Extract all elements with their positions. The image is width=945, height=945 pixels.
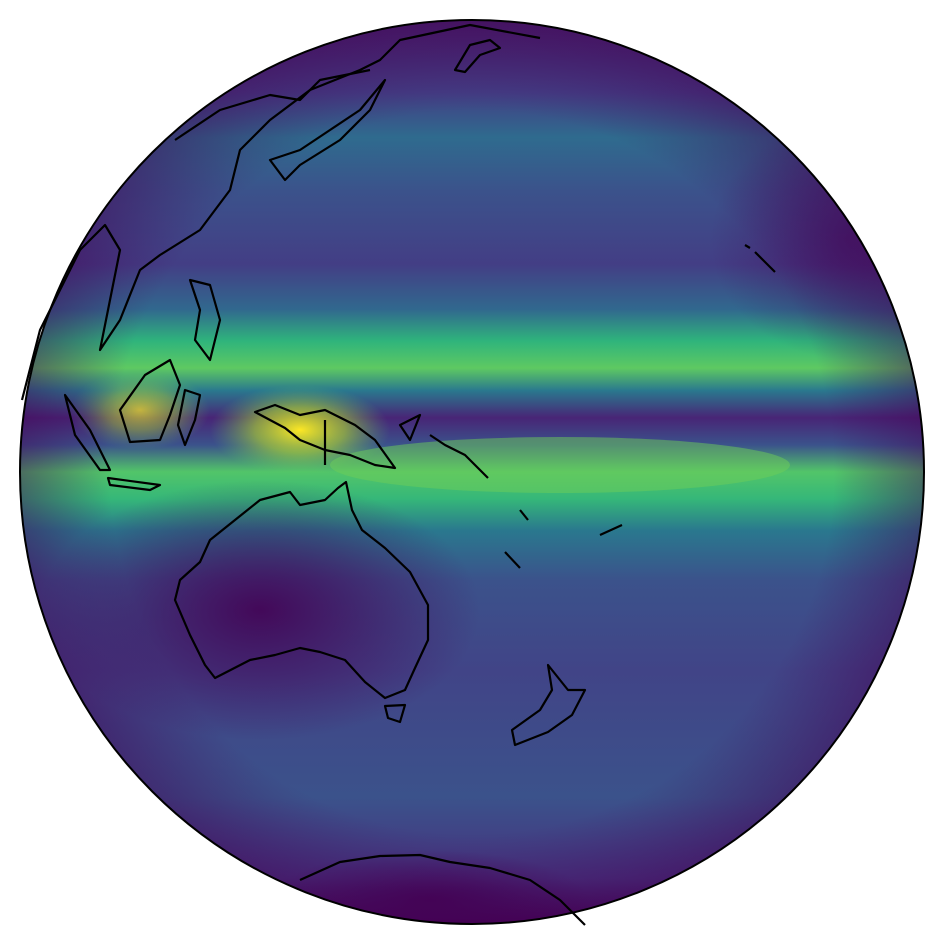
field	[20, 20, 924, 924]
coastlines	[20, 23, 776, 926]
globe-outline	[19, 19, 925, 925]
